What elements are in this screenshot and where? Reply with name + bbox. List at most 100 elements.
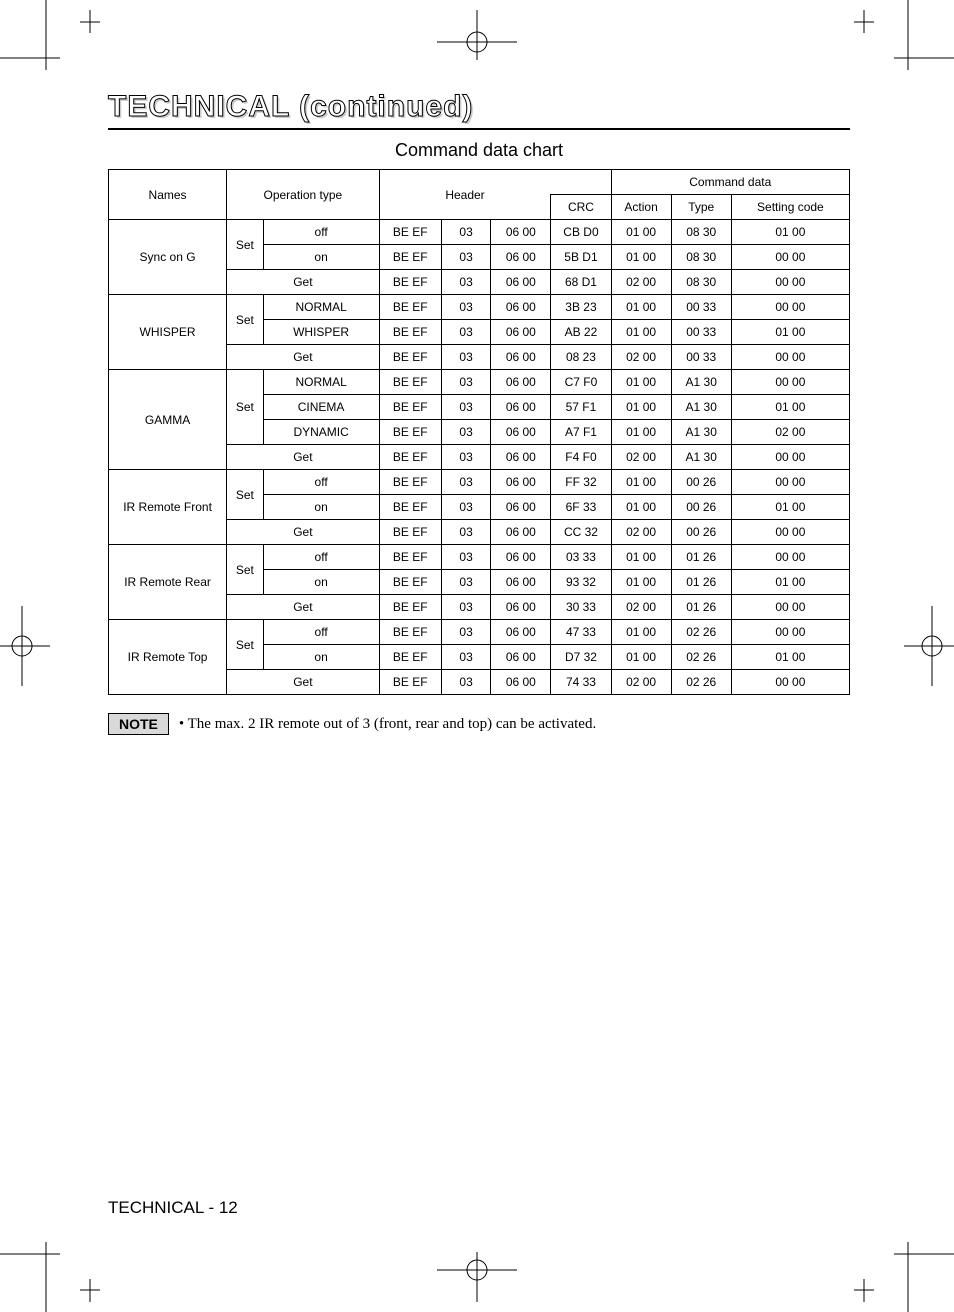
cell-crc: F4 F0 [551, 445, 611, 470]
cell-crc: CC 32 [551, 520, 611, 545]
cell-h1: BE EF [379, 520, 441, 545]
cell-h2: 03 [441, 245, 490, 270]
cell-setting: 00 00 [731, 295, 849, 320]
reg-mark-left [0, 606, 50, 686]
cell-h1: BE EF [379, 245, 441, 270]
cell-h1: BE EF [379, 320, 441, 345]
cell-op-label: off [263, 470, 379, 495]
cell-h2: 03 [441, 570, 490, 595]
table-row: Sync on GSetoffBE EF0306 00CB D001 0008 … [109, 220, 850, 245]
cell-setting: 00 00 [731, 445, 849, 470]
cell-h1: BE EF [379, 645, 441, 670]
cell-action: 02 00 [611, 445, 671, 470]
cell-h2: 03 [441, 395, 490, 420]
cell-h1: BE EF [379, 295, 441, 320]
cell-op-set: Set [227, 545, 264, 595]
cell-h2: 03 [441, 645, 490, 670]
cell-name: WHISPER [109, 295, 227, 370]
cell-crc: AB 22 [551, 320, 611, 345]
cell-op-set: Set [227, 220, 264, 270]
cell-setting: 01 00 [731, 645, 849, 670]
cell-op-label: DYNAMIC [263, 420, 379, 445]
cell-type: A1 30 [671, 445, 731, 470]
cell-h2: 03 [441, 445, 490, 470]
cell-h2: 03 [441, 220, 490, 245]
cell-h3: 06 00 [491, 445, 551, 470]
cell-op-label: on [263, 645, 379, 670]
cell-h3: 06 00 [491, 645, 551, 670]
th-type: Type [671, 195, 731, 220]
cell-h2: 03 [441, 595, 490, 620]
cell-type: 08 30 [671, 270, 731, 295]
cell-action: 02 00 [611, 270, 671, 295]
cell-crc: A7 F1 [551, 420, 611, 445]
cell-h1: BE EF [379, 420, 441, 445]
page-footer: TECHNICAL - 12 [108, 1198, 238, 1218]
cell-op-label: on [263, 495, 379, 520]
cell-op-get: Get [227, 595, 379, 620]
th-op: Operation type [227, 170, 379, 220]
cell-setting: 00 00 [731, 620, 849, 645]
cell-h1: BE EF [379, 395, 441, 420]
table-row: WHISPERSetNORMALBE EF0306 003B 2301 0000… [109, 295, 850, 320]
cell-action: 01 00 [611, 220, 671, 245]
cell-crc: C7 F0 [551, 370, 611, 395]
cell-op-get: Get [227, 520, 379, 545]
cell-name: GAMMA [109, 370, 227, 470]
cell-setting: 00 00 [731, 520, 849, 545]
note-text: • The max. 2 IR remote out of 3 (front, … [179, 716, 596, 733]
cell-h1: BE EF [379, 495, 441, 520]
cell-action: 01 00 [611, 495, 671, 520]
cell-action: 02 00 [611, 670, 671, 695]
cell-action: 01 00 [611, 645, 671, 670]
cell-h1: BE EF [379, 220, 441, 245]
cell-h1: BE EF [379, 445, 441, 470]
cell-type: 02 26 [671, 645, 731, 670]
cell-h1: BE EF [379, 670, 441, 695]
cell-h2: 03 [441, 370, 490, 395]
crop-mark-tl [0, 0, 100, 70]
cell-op-label: WHISPER [263, 320, 379, 345]
cell-op-set: Set [227, 370, 264, 445]
cell-crc: 47 33 [551, 620, 611, 645]
cell-setting: 00 00 [731, 245, 849, 270]
reg-mark-top [437, 10, 517, 60]
cell-type: 01 26 [671, 595, 731, 620]
page-content: TECHNICAL (continued) Command data chart… [108, 90, 850, 735]
cell-setting: 01 00 [731, 395, 849, 420]
table-row: IR Remote FrontSetoffBE EF0306 00FF 3201… [109, 470, 850, 495]
cell-h2: 03 [441, 320, 490, 345]
cell-type: 00 26 [671, 495, 731, 520]
cell-h2: 03 [441, 270, 490, 295]
cell-action: 01 00 [611, 620, 671, 645]
cell-h3: 06 00 [491, 620, 551, 645]
cell-h3: 06 00 [491, 495, 551, 520]
cell-op-label: off [263, 545, 379, 570]
cell-crc: 74 33 [551, 670, 611, 695]
cell-type: A1 30 [671, 395, 731, 420]
cell-action: 01 00 [611, 395, 671, 420]
cell-crc: 93 32 [551, 570, 611, 595]
cell-action: 01 00 [611, 420, 671, 445]
cell-crc: CB D0 [551, 220, 611, 245]
crop-mark-bl [0, 1242, 100, 1312]
command-data-table: Names Operation type Header Command data… [108, 169, 850, 695]
cell-h3: 06 00 [491, 520, 551, 545]
table-row: IR Remote TopSetoffBE EF0306 0047 3301 0… [109, 620, 850, 645]
cell-h2: 03 [441, 295, 490, 320]
cell-h2: 03 [441, 495, 490, 520]
cell-h2: 03 [441, 470, 490, 495]
cell-op-label: off [263, 220, 379, 245]
cell-h3: 06 00 [491, 245, 551, 270]
cell-h3: 06 00 [491, 470, 551, 495]
th-header: Header [379, 170, 551, 220]
note-label: NOTE [108, 713, 169, 735]
cell-action: 01 00 [611, 470, 671, 495]
cell-type: 08 30 [671, 220, 731, 245]
cell-setting: 00 00 [731, 270, 849, 295]
cell-op-label: on [263, 570, 379, 595]
crop-mark-br [854, 1242, 954, 1312]
cell-setting: 01 00 [731, 495, 849, 520]
cell-op-get: Get [227, 270, 379, 295]
table-row: GAMMASetNORMALBE EF0306 00C7 F001 00A1 3… [109, 370, 850, 395]
